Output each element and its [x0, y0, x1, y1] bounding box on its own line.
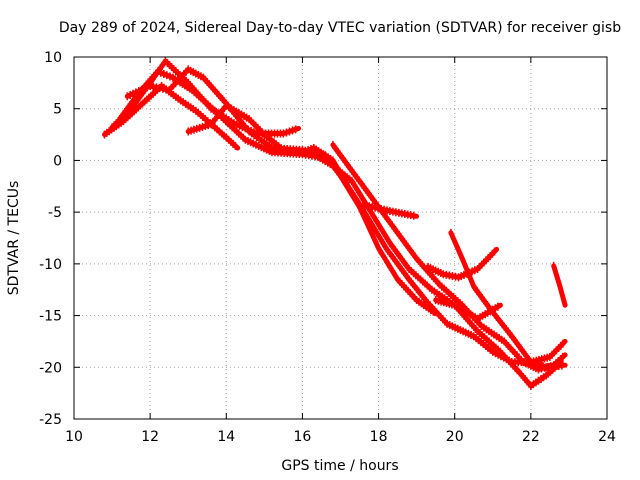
series-line: [124, 66, 439, 316]
series-track-8: [360, 200, 420, 220]
data-series: [102, 57, 568, 390]
y-axis-label: SDTVAR / TECUs: [6, 181, 22, 296]
series-line: [330, 142, 568, 372]
y-tick-label: 10: [44, 50, 62, 66]
x-tick-label: 12: [141, 429, 159, 445]
series-track-6: [330, 140, 568, 374]
y-ticks: 10 5 0 -5 -10 -15 -20 -25: [39, 50, 607, 428]
x-tick-label: 20: [446, 429, 464, 445]
y-tick-label: -20: [39, 360, 62, 376]
x-tick-label: 14: [217, 429, 235, 445]
x-tick-label: 18: [370, 429, 388, 445]
series-track-10: [448, 228, 568, 372]
y-tick-label: -10: [39, 257, 62, 273]
series-line: [433, 297, 503, 322]
series-track-12: [551, 261, 568, 308]
chart-title: Day 289 of 2024, Sidereal Day-to-day VTE…: [59, 20, 621, 36]
plot-frame: [73, 56, 608, 420]
x-tick-label: 16: [294, 429, 312, 445]
y-tick-label: -5: [48, 205, 62, 221]
y-tick-label: -15: [39, 309, 62, 325]
y-tick-label: 5: [53, 102, 62, 118]
x-ticks: 10 12 14 16 18 20 22 24: [65, 57, 616, 445]
y-tick-label: -25: [39, 412, 62, 428]
x-axis-label: GPS time / hours: [281, 458, 398, 474]
series-track-11: [433, 296, 503, 323]
y-tick-label: 0: [53, 153, 62, 169]
x-tick-label: 10: [65, 429, 83, 445]
x-tick-label: 22: [522, 429, 540, 445]
series-track-4: [124, 65, 439, 316]
x-tick-label: 24: [598, 429, 616, 445]
